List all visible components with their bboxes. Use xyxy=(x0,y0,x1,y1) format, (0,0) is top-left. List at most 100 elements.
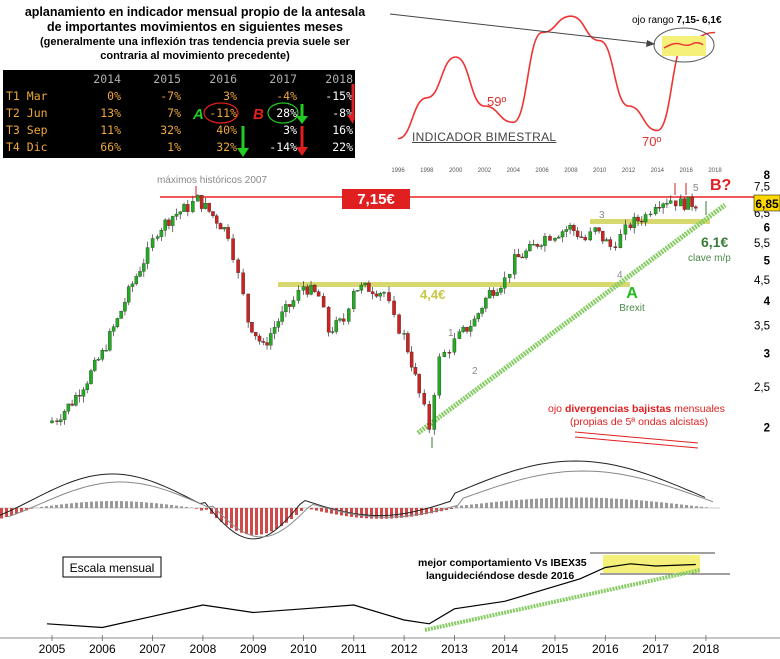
candle-body xyxy=(468,326,473,332)
candle-body xyxy=(397,314,401,334)
table-cell: 32% xyxy=(160,123,181,137)
table-cell: -15% xyxy=(325,89,353,103)
histogram-bar xyxy=(175,505,178,508)
candle-body xyxy=(480,308,484,314)
table-row: T2 Jun 13% 7% -11% 28% -8% xyxy=(3,104,355,121)
top-year-label: 2002 xyxy=(478,168,492,174)
histogram-bar xyxy=(95,501,98,508)
candle-body xyxy=(211,211,215,216)
histogram-bar xyxy=(20,508,23,513)
rel-line1: mejor comportamiento Vs IBEX35 xyxy=(418,557,587,569)
histogram-bar xyxy=(705,507,708,508)
table-row: T1 Mar 0% -7% 3% -4% -15% xyxy=(3,87,355,104)
candle-body xyxy=(74,395,78,406)
histogram-bar xyxy=(180,506,183,508)
histogram-bar xyxy=(215,508,218,518)
candle-body xyxy=(174,213,179,217)
histogram-bar xyxy=(320,508,323,512)
candle-body xyxy=(682,198,687,210)
histogram-bar xyxy=(435,508,438,513)
candle-body xyxy=(487,290,492,299)
histogram-bar xyxy=(75,502,78,508)
macd-line xyxy=(0,460,706,540)
y-tick-label: 5,5 xyxy=(754,238,770,250)
candle-body xyxy=(191,201,195,212)
range-line xyxy=(663,42,704,49)
candle-body xyxy=(111,326,116,332)
candle-body xyxy=(543,236,547,246)
table-cell: -7% xyxy=(160,89,181,103)
candle-body xyxy=(321,296,326,308)
candle-body xyxy=(632,216,636,229)
candle-body xyxy=(597,227,601,232)
candle-body xyxy=(186,204,190,212)
candle-body xyxy=(100,349,105,360)
y-tick-label: 7,5 xyxy=(754,182,770,194)
table-cell: 66% xyxy=(100,140,121,154)
histogram-bar xyxy=(280,508,283,527)
candle-body xyxy=(355,290,360,292)
histogram-bar xyxy=(150,502,153,508)
row-label: T4 Dic xyxy=(6,140,48,154)
histogram-bar xyxy=(300,508,303,511)
candle-body xyxy=(370,291,375,295)
histogram-bar xyxy=(445,508,448,511)
table-cell: 1% xyxy=(167,140,181,154)
histogram-bar xyxy=(170,504,173,508)
indicator-panel: 1996 1998 2000 2002 2004 2006 2008 2010 2012 2014… xyxy=(389,13,722,174)
year-2015: 2015 xyxy=(153,72,181,86)
candle-body xyxy=(516,254,521,258)
histogram-bar xyxy=(40,506,43,508)
top-year-label: 2000 xyxy=(449,168,463,174)
wave-5-label: 5 xyxy=(693,183,699,194)
histogram-bar xyxy=(625,499,628,508)
top-year-label: 2004 xyxy=(507,168,521,174)
price-panel: 7,15€ 4,4€ 22,533,544,555,566,577,58 6,8… xyxy=(50,170,780,448)
candle-body xyxy=(115,318,120,327)
histogram-bar xyxy=(480,503,483,508)
maximos-label: máximos históricos 2007 xyxy=(157,175,267,186)
candle-body xyxy=(409,351,414,368)
candle-body xyxy=(643,214,648,223)
header-line4: contraria al movimiento precedente) xyxy=(100,50,290,62)
candle-body xyxy=(520,256,525,259)
candle-body xyxy=(257,335,262,342)
last-price-label: 6,85 xyxy=(755,197,779,211)
histogram-bar xyxy=(350,508,353,517)
candle-body xyxy=(359,284,364,291)
candle-body xyxy=(413,367,418,375)
histogram-bar xyxy=(60,504,63,508)
candle-body xyxy=(679,198,683,207)
histogram-bar xyxy=(530,498,533,508)
histogram-bar xyxy=(555,497,558,508)
header-line2: de importantes movimientos en siguientes… xyxy=(47,20,343,34)
candle-body xyxy=(452,338,457,353)
candle-body xyxy=(276,321,281,328)
table-cell: 0% xyxy=(107,89,121,103)
candle-body xyxy=(222,227,227,230)
range-ellipse xyxy=(653,27,715,63)
candle-body xyxy=(548,236,552,241)
x-tick-label: 2016 xyxy=(592,642,619,656)
x-tick-label: 2015 xyxy=(542,642,569,656)
row-label: T2 Jun xyxy=(6,106,48,120)
histogram-bar xyxy=(165,504,168,508)
arrow-red-2018-head xyxy=(347,115,355,124)
header-line1: aplanamiento en indicador mensual propio… xyxy=(24,5,366,19)
histogram-bar xyxy=(610,498,613,508)
rel-highlight xyxy=(603,555,700,573)
candle-body xyxy=(484,297,488,309)
candle-body xyxy=(442,352,447,357)
candle-body xyxy=(583,237,587,241)
candle-body xyxy=(261,341,266,343)
candle-body xyxy=(265,342,269,346)
top-year-label: 2018 xyxy=(708,168,722,174)
histogram-bar xyxy=(70,503,73,508)
candle-body xyxy=(636,216,640,222)
histogram-bar xyxy=(460,505,463,508)
candle-body xyxy=(661,203,665,208)
histogram-bar xyxy=(570,497,573,508)
histogram-bar xyxy=(455,506,458,508)
brexit-a-label: A xyxy=(626,285,638,302)
x-tick-label: 2007 xyxy=(139,642,166,656)
